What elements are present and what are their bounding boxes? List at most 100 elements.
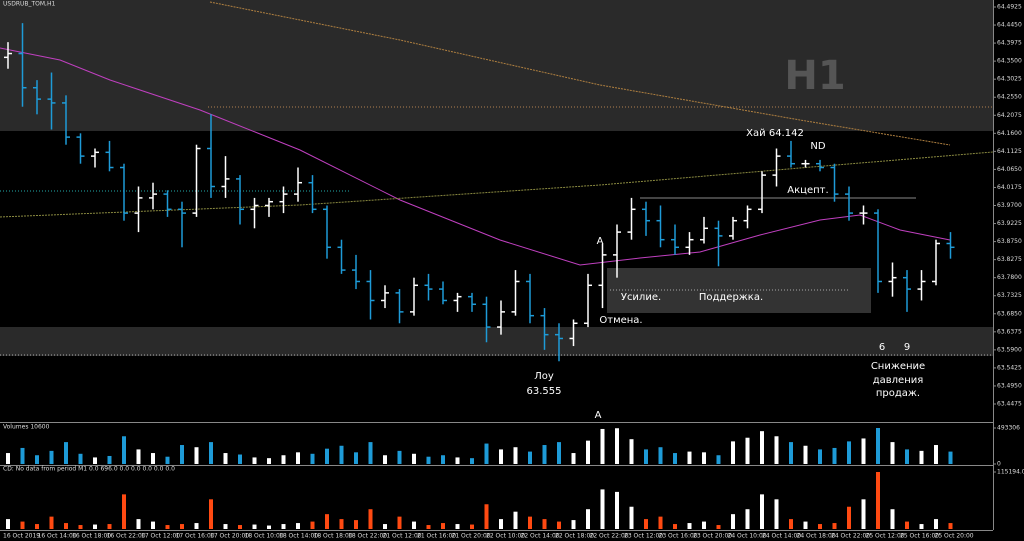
y-tick-label: 63.8750 — [997, 238, 1022, 245]
bar — [194, 447, 199, 464]
bar — [861, 438, 866, 464]
bar — [644, 449, 648, 464]
x-tick-label: 24 Oct 18:00 — [797, 533, 836, 540]
bar — [296, 523, 300, 529]
chart-title: USDRUB_TOM,H1 — [3, 1, 55, 8]
y-tick-label: 63.8275 — [997, 256, 1022, 263]
bar — [716, 525, 721, 529]
x-tick-label: 25 Oct 20:00 — [935, 533, 974, 540]
bar — [441, 523, 445, 529]
y-tick-label: 64.2550 — [997, 94, 1022, 101]
y-tick-label: 63.6375 — [997, 328, 1022, 335]
bar — [339, 445, 344, 464]
y-tick-label: 63.4950 — [997, 382, 1022, 389]
bar — [426, 456, 431, 464]
bar — [600, 428, 605, 464]
annotation: Лоу — [534, 371, 554, 382]
x-tick-label: 18 Oct 18:00 — [314, 533, 353, 540]
bar — [267, 525, 271, 529]
annotation: Хай 64.142 — [746, 128, 804, 139]
bar — [339, 519, 344, 529]
bar — [890, 442, 895, 464]
y-tick-label: 63.5900 — [997, 346, 1022, 353]
bar — [861, 499, 866, 529]
bar — [455, 457, 460, 464]
zone — [0, 327, 993, 356]
bar — [513, 511, 518, 529]
bar — [354, 520, 358, 529]
bar — [528, 516, 532, 529]
bar — [180, 445, 184, 464]
bar — [615, 428, 619, 464]
moving-average — [0, 47, 951, 266]
annotation: Усилие. — [621, 292, 661, 303]
bar — [716, 455, 721, 464]
bar — [832, 447, 837, 464]
bar — [948, 523, 953, 529]
y-tick-label: 63.6850 — [997, 310, 1022, 317]
bar — [702, 521, 706, 529]
bar — [78, 453, 83, 464]
bar — [6, 453, 10, 464]
bar — [658, 447, 663, 464]
x-tick-label: 24 Oct 10:00 — [728, 533, 767, 540]
bar — [774, 499, 779, 529]
x-tick-label: 23 Oct 20:00 — [693, 533, 732, 540]
bar — [252, 457, 257, 464]
y-tick-label: 63.5425 — [997, 364, 1022, 371]
bar — [499, 519, 503, 529]
x-tick-label: 17 Oct 12:00 — [141, 533, 180, 540]
bar — [687, 523, 692, 529]
y-tick-label: 64.0175 — [997, 184, 1022, 191]
bar — [180, 524, 184, 529]
bar — [136, 449, 141, 464]
x-tick-label: 16 Oct 22:00 — [107, 533, 146, 540]
moving-average — [0, 151, 994, 218]
bar — [629, 439, 634, 464]
bar — [35, 524, 39, 529]
bar — [281, 524, 286, 529]
bar — [818, 449, 822, 464]
bar — [542, 519, 547, 529]
bar — [238, 525, 242, 529]
bar — [383, 524, 387, 529]
bar — [383, 455, 387, 464]
bar — [151, 453, 155, 464]
bar — [644, 519, 648, 529]
bar — [586, 440, 590, 464]
bar — [847, 506, 851, 529]
bar — [557, 521, 561, 529]
y-tick-label: 64.1125 — [997, 148, 1022, 155]
x-tick-label: 21 Oct 16:00 — [417, 533, 456, 540]
bar — [165, 456, 170, 464]
bar — [919, 450, 924, 464]
x-tick-label: 23 Oct 12:00 — [624, 533, 663, 540]
y-tick-label: 64.0650 — [997, 166, 1022, 173]
y-tick-label: 0 — [997, 461, 1001, 468]
bar — [745, 437, 750, 464]
annotation: Поддержка. — [699, 292, 763, 303]
bar — [93, 457, 97, 464]
y-tick-label: 493306 — [997, 425, 1020, 432]
bar — [354, 452, 358, 464]
bar — [49, 450, 54, 464]
bar — [818, 524, 822, 529]
bar — [223, 453, 228, 464]
bar — [745, 509, 750, 529]
x-tick-label: 16 Oct 14:00 — [38, 533, 77, 540]
x-tick-label: 21 Oct 12:00 — [383, 533, 422, 540]
x-tick-label: 18 Oct 14:00 — [279, 533, 318, 540]
y-tick-label: 64.2075 — [997, 112, 1022, 119]
bar — [20, 521, 25, 529]
bar — [368, 442, 373, 464]
bar — [194, 523, 199, 529]
bar — [397, 516, 402, 529]
bar — [934, 519, 938, 529]
bar — [774, 436, 779, 464]
bar — [760, 494, 764, 529]
bar — [702, 452, 706, 464]
bar — [542, 445, 547, 464]
annotation: давления — [873, 375, 924, 386]
bar — [731, 441, 735, 464]
annotation: Отмена. — [599, 315, 642, 326]
